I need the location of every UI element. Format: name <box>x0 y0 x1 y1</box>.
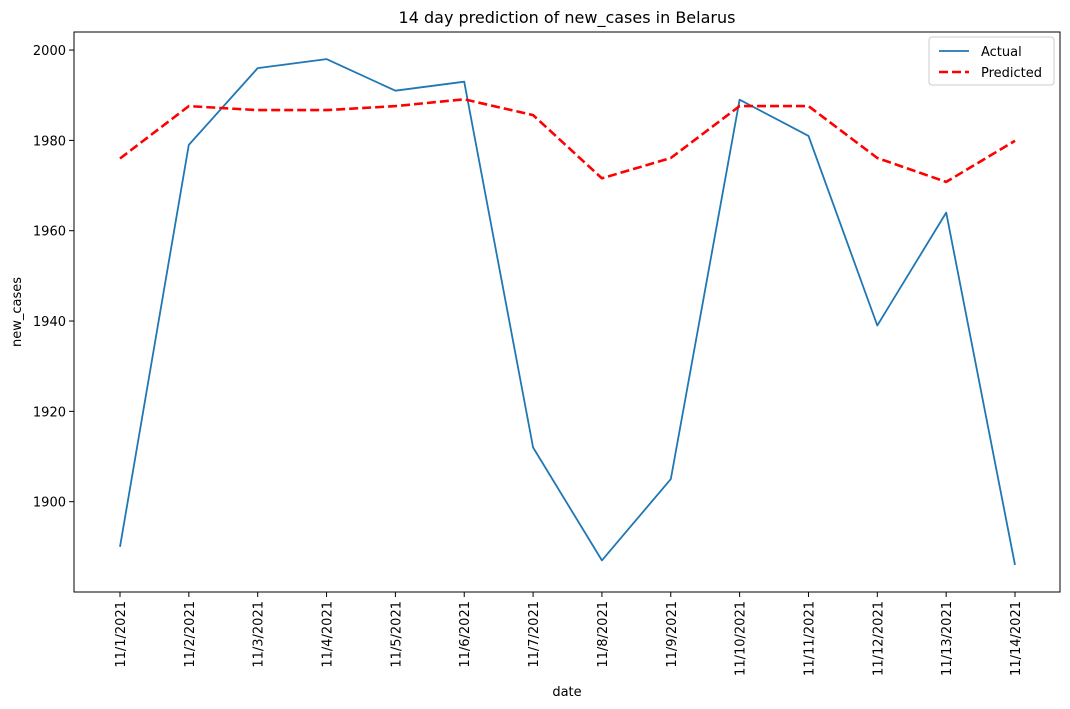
x-tick-label: 11/1/2021 <box>114 601 129 668</box>
y-tick-label: 1900 <box>33 496 66 511</box>
y-tick-label: 1940 <box>33 315 66 330</box>
plot-frame <box>73 31 1061 593</box>
y-axis-label: new_cases <box>10 277 25 347</box>
x-axis: 11/1/2021 11/2/2021 11/3/2021 11/4/2021 11/5… <box>114 592 1024 676</box>
x-tick-label: 11/2/2021 <box>183 601 198 668</box>
y-tick-label: 1960 <box>33 225 66 240</box>
x-tick-label: 11/13/2021 <box>940 601 955 676</box>
plot-area <box>73 31 1061 593</box>
y-tick-label: 2000 <box>33 44 66 59</box>
x-tick-label: 11/9/2021 <box>665 601 680 668</box>
legend: Actual Predicted <box>928 36 1055 86</box>
y-tick-label: 1980 <box>33 134 66 149</box>
x-tick-label: 11/6/2021 <box>458 601 473 668</box>
y-axis: 1900 1920 1940 1960 1980 2000 <box>33 44 74 511</box>
x-tick-label: 11/10/2021 <box>734 601 749 676</box>
x-tick-label: 11/5/2021 <box>389 601 404 668</box>
legend-label-predicted: Predicted <box>981 66 1042 81</box>
chart-title: 14 day prediction of new_cases in Belaru… <box>399 8 736 28</box>
x-tick-label: 11/4/2021 <box>321 601 336 668</box>
series-line-predicted <box>119 98 1016 184</box>
x-tick-label: 11/8/2021 <box>596 601 611 668</box>
x-tick-label: 11/3/2021 <box>252 601 267 668</box>
x-tick-label: 11/11/2021 <box>802 601 817 676</box>
legend-label-actual: Actual <box>981 45 1022 60</box>
x-tick-label: 11/12/2021 <box>871 601 886 676</box>
x-tick-label: 11/7/2021 <box>527 601 542 668</box>
y-tick-label: 1920 <box>33 405 66 420</box>
series-line-actual <box>119 58 1016 566</box>
series-group <box>119 58 1016 566</box>
x-tick-label: 11/14/2021 <box>1009 601 1024 676</box>
x-axis-label: date <box>552 685 581 700</box>
